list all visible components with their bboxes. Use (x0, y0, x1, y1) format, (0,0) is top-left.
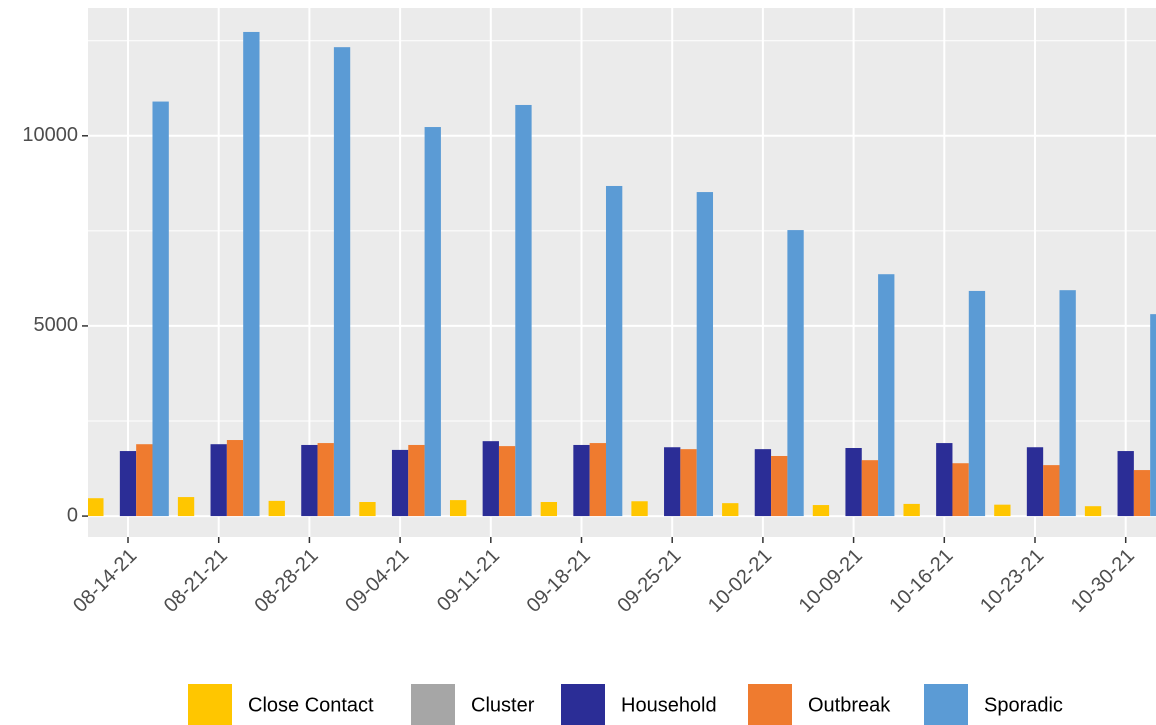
bar (589, 443, 606, 517)
bar (787, 230, 804, 517)
bar (317, 443, 334, 517)
bar (268, 500, 285, 517)
bar (408, 444, 425, 517)
y-tick-label: 0 (67, 504, 78, 526)
bar (605, 185, 623, 517)
bar (1117, 451, 1134, 517)
x-tick-label: 09-25-21 (613, 545, 685, 617)
x-tick-label: 09-18-21 (523, 545, 595, 617)
bar (210, 444, 227, 517)
bar (482, 441, 499, 517)
legend-key (561, 684, 605, 725)
bar (119, 451, 137, 517)
bar (333, 47, 351, 517)
legend-label: Household (621, 694, 717, 716)
bar (812, 505, 830, 517)
x-tick-label: 10-16-21 (885, 545, 957, 617)
bar (878, 274, 895, 517)
bar (664, 447, 681, 517)
bar (1026, 447, 1044, 517)
bar (722, 503, 739, 517)
bar (680, 449, 697, 517)
bar (903, 503, 920, 517)
bar (952, 463, 969, 517)
bar (1084, 506, 1102, 517)
x-tick-label: 08-21-21 (160, 545, 232, 617)
x-tick-label: 09-11-21 (433, 545, 504, 616)
bar (861, 460, 879, 517)
x-tick-label: 10-02-21 (704, 545, 776, 617)
bar (498, 446, 516, 517)
bar (573, 444, 590, 517)
bar (391, 449, 409, 517)
legend-key (188, 684, 232, 725)
bar (359, 502, 376, 517)
bar (968, 290, 986, 517)
y-tick-label: 5000 (34, 314, 79, 336)
x-tick-label: 10-30-21 (1067, 545, 1139, 617)
bar (696, 192, 714, 517)
bar (540, 502, 558, 517)
x-tick-label: 10-23-21 (976, 545, 1048, 617)
legend-key (924, 684, 968, 725)
legend-key (748, 684, 792, 725)
bar (424, 127, 441, 517)
legend-key (411, 684, 455, 725)
bar (152, 101, 169, 517)
bar (994, 504, 1011, 517)
bar (754, 449, 772, 517)
bars (88, 31, 1156, 517)
bar (845, 448, 862, 517)
bar (226, 440, 244, 517)
x-tick-label: 10-09-21 (795, 545, 867, 617)
legend-label: Cluster (471, 694, 535, 716)
bar (1150, 314, 1156, 517)
legend-label: Outbreak (808, 694, 891, 716)
x-tick-label: 08-28-21 (251, 545, 323, 617)
bar (936, 443, 953, 517)
bar (631, 501, 648, 517)
x-tick-label: 09-04-21 (341, 545, 413, 617)
bar (1059, 290, 1076, 517)
bar (136, 444, 153, 517)
bar (243, 31, 260, 517)
bar (177, 497, 195, 517)
bar (1133, 470, 1151, 517)
legend-label: Sporadic (984, 694, 1063, 716)
bar (771, 455, 788, 517)
legend-label: Close Contact (248, 694, 374, 716)
y-tick-label: 10000 (22, 124, 78, 146)
bar (515, 104, 532, 517)
bar (1043, 465, 1060, 517)
bar (449, 500, 467, 517)
bar (88, 498, 104, 517)
bar (301, 444, 318, 517)
x-tick-label: 08-14-21 (69, 545, 141, 617)
